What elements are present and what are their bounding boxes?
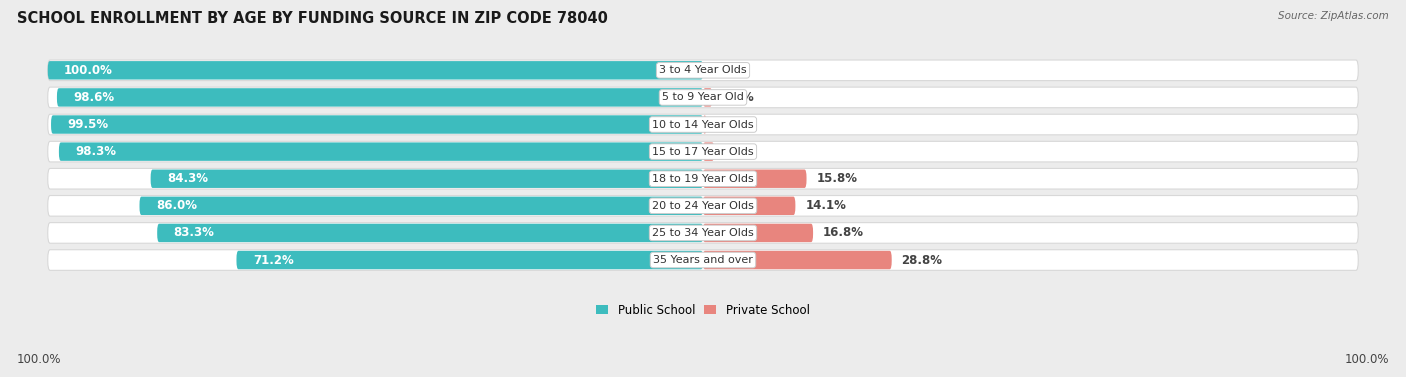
FancyBboxPatch shape [157, 224, 703, 242]
FancyBboxPatch shape [703, 88, 713, 107]
FancyBboxPatch shape [48, 141, 1358, 162]
Text: 16.8%: 16.8% [823, 227, 863, 239]
FancyBboxPatch shape [150, 170, 703, 188]
Text: 100.0%: 100.0% [17, 353, 62, 366]
Text: 71.2%: 71.2% [253, 253, 294, 267]
FancyBboxPatch shape [236, 251, 703, 269]
Text: 99.5%: 99.5% [67, 118, 108, 131]
Text: 0.0%: 0.0% [713, 64, 745, 77]
Text: 86.0%: 86.0% [156, 199, 197, 212]
Text: 98.6%: 98.6% [73, 91, 114, 104]
Text: 14.1%: 14.1% [806, 199, 846, 212]
Text: 100.0%: 100.0% [1344, 353, 1389, 366]
Text: 28.8%: 28.8% [901, 253, 942, 267]
Text: 20 to 24 Year Olds: 20 to 24 Year Olds [652, 201, 754, 211]
Text: SCHOOL ENROLLMENT BY AGE BY FUNDING SOURCE IN ZIP CODE 78040: SCHOOL ENROLLMENT BY AGE BY FUNDING SOUR… [17, 11, 607, 26]
Text: 18 to 19 Year Olds: 18 to 19 Year Olds [652, 174, 754, 184]
Text: 35 Years and over: 35 Years and over [652, 255, 754, 265]
FancyBboxPatch shape [48, 169, 1358, 189]
Text: 0.54%: 0.54% [717, 118, 758, 131]
FancyBboxPatch shape [48, 61, 703, 80]
FancyBboxPatch shape [48, 223, 1358, 243]
FancyBboxPatch shape [703, 224, 813, 242]
Text: 1.7%: 1.7% [724, 145, 756, 158]
Text: 98.3%: 98.3% [76, 145, 117, 158]
Text: 15 to 17 Year Olds: 15 to 17 Year Olds [652, 147, 754, 156]
FancyBboxPatch shape [51, 115, 703, 134]
FancyBboxPatch shape [703, 115, 707, 134]
FancyBboxPatch shape [48, 250, 1358, 270]
Legend: Public School, Private School: Public School, Private School [592, 299, 814, 321]
Text: Source: ZipAtlas.com: Source: ZipAtlas.com [1278, 11, 1389, 21]
Text: 1.4%: 1.4% [723, 91, 755, 104]
Text: 10 to 14 Year Olds: 10 to 14 Year Olds [652, 120, 754, 130]
FancyBboxPatch shape [56, 88, 703, 107]
Text: 5 to 9 Year Old: 5 to 9 Year Old [662, 92, 744, 103]
FancyBboxPatch shape [703, 170, 807, 188]
FancyBboxPatch shape [703, 251, 891, 269]
Text: 83.3%: 83.3% [173, 227, 215, 239]
FancyBboxPatch shape [48, 196, 1358, 216]
FancyBboxPatch shape [48, 60, 1358, 81]
Text: 84.3%: 84.3% [167, 172, 208, 185]
FancyBboxPatch shape [139, 197, 703, 215]
Text: 25 to 34 Year Olds: 25 to 34 Year Olds [652, 228, 754, 238]
FancyBboxPatch shape [48, 87, 1358, 108]
FancyBboxPatch shape [59, 143, 703, 161]
Text: 100.0%: 100.0% [65, 64, 112, 77]
FancyBboxPatch shape [703, 143, 714, 161]
FancyBboxPatch shape [703, 197, 796, 215]
Text: 3 to 4 Year Olds: 3 to 4 Year Olds [659, 65, 747, 75]
FancyBboxPatch shape [48, 114, 1358, 135]
Text: 15.8%: 15.8% [817, 172, 858, 185]
